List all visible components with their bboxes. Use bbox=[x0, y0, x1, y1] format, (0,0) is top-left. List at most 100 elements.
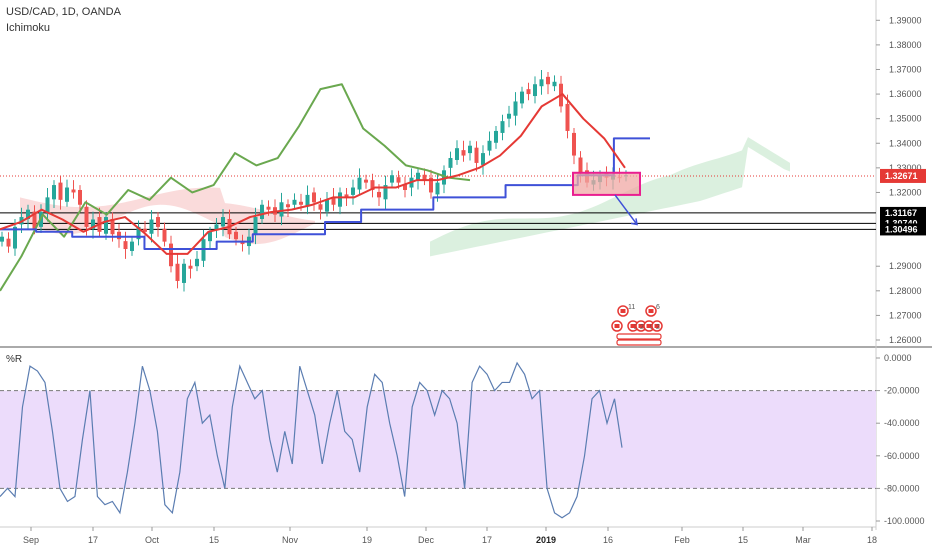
projection-arrow bbox=[614, 194, 638, 225]
time-tick-label: 16 bbox=[603, 535, 613, 545]
candle-body bbox=[299, 201, 303, 205]
time-tick-label: 15 bbox=[209, 535, 219, 545]
time-tick-label: 17 bbox=[88, 535, 98, 545]
price-tick-label: 1.36000 bbox=[889, 89, 922, 99]
candle-body bbox=[370, 180, 375, 190]
candle-body bbox=[312, 192, 316, 203]
candle-body bbox=[26, 209, 30, 220]
price-tick-label: 1.33000 bbox=[889, 163, 922, 173]
candle-body bbox=[149, 219, 154, 234]
candle-body bbox=[448, 158, 453, 168]
candle-body bbox=[260, 204, 264, 220]
candle-body bbox=[487, 140, 492, 151]
candle-body bbox=[84, 206, 89, 227]
tenkan-conversion-line bbox=[0, 93, 626, 255]
candle-body bbox=[0, 236, 4, 242]
candle-body bbox=[539, 79, 544, 87]
time-tick-label: Nov bbox=[282, 535, 299, 545]
candle-body bbox=[377, 191, 381, 198]
time-tick-label: Mar bbox=[795, 535, 811, 545]
ichimoku-cloud bbox=[20, 137, 790, 257]
candle-body bbox=[78, 189, 82, 205]
price-tick-label: 1.28000 bbox=[889, 286, 922, 296]
level-price-label: 1.30740 bbox=[885, 218, 918, 228]
candle-body bbox=[507, 113, 511, 119]
candle-body bbox=[195, 258, 199, 267]
event-flag-stack bbox=[616, 339, 662, 346]
candle-body bbox=[416, 172, 420, 180]
price-tick-label: 1.39000 bbox=[889, 15, 922, 25]
event-flag-mark bbox=[620, 309, 626, 313]
candle-body bbox=[130, 241, 134, 251]
indicator-label[interactable]: Ichimoku bbox=[6, 22, 51, 34]
candle-body bbox=[162, 228, 167, 242]
price-tick-label: 1.26000 bbox=[889, 335, 922, 345]
time-tick-label: 17 bbox=[482, 535, 492, 545]
candle-body bbox=[32, 211, 37, 230]
symbol-title[interactable]: USD/CAD, 1D, OANDA bbox=[6, 6, 121, 18]
candle-body bbox=[91, 219, 95, 229]
candle-body bbox=[45, 197, 50, 215]
time-tick-label: 19 bbox=[362, 535, 372, 545]
price-tick-label: 1.32000 bbox=[889, 187, 922, 197]
candle-body bbox=[156, 217, 160, 227]
kijun-base-line bbox=[0, 137, 650, 251]
candle-body bbox=[305, 194, 310, 207]
price-tick-label: 1.37000 bbox=[889, 64, 922, 74]
candle-body bbox=[455, 148, 459, 160]
candle-body bbox=[188, 265, 193, 269]
candle-body bbox=[338, 192, 342, 207]
oscillator-label[interactable]: %R bbox=[6, 354, 23, 365]
candle-body bbox=[344, 194, 349, 198]
level-price-label: 1.30496 bbox=[885, 224, 918, 234]
event-flag-mark bbox=[654, 324, 660, 328]
time-axis: Sep 17 Oct 15 Nov 19 Dec 17 2019 16 Feb 15 Mar 18 bbox=[23, 527, 877, 545]
annotations bbox=[572, 171, 641, 226]
williams-r-line bbox=[0, 361, 623, 519]
candle-body bbox=[481, 153, 485, 165]
candle-body bbox=[520, 91, 524, 104]
candle-body bbox=[403, 184, 407, 190]
candle-body bbox=[331, 197, 336, 205]
candle-body bbox=[182, 263, 186, 283]
candle-body bbox=[286, 204, 290, 208]
price-tick-label: 1.27000 bbox=[889, 310, 922, 320]
candle-body bbox=[266, 206, 271, 210]
candle-body bbox=[123, 241, 128, 250]
event-count: 11 bbox=[628, 304, 635, 311]
candle-body bbox=[474, 147, 479, 163]
price-tick-label: 1.38000 bbox=[889, 40, 922, 50]
candle-body bbox=[279, 202, 284, 217]
candle-body bbox=[351, 187, 355, 195]
event-flag-mark bbox=[630, 324, 636, 328]
candle-body bbox=[390, 175, 394, 183]
candle-body bbox=[468, 145, 472, 154]
candle-body bbox=[292, 199, 297, 205]
candle-body bbox=[136, 226, 141, 240]
candle-body bbox=[513, 101, 518, 116]
bullish-cloud bbox=[430, 137, 790, 257]
candle-body bbox=[208, 231, 212, 242]
osc-tick-label: -80.0000 bbox=[884, 483, 920, 493]
candle-body bbox=[533, 84, 537, 97]
candle-body bbox=[175, 263, 180, 281]
candle-body bbox=[71, 189, 76, 193]
candle-body bbox=[13, 226, 17, 249]
candle-body bbox=[65, 187, 69, 202]
candle-body bbox=[234, 231, 238, 240]
arrow-head bbox=[630, 218, 638, 226]
candle-body bbox=[318, 204, 323, 210]
candle-body bbox=[572, 132, 576, 156]
candle-body bbox=[422, 174, 427, 181]
candle-body bbox=[435, 182, 440, 195]
candle-body bbox=[578, 157, 583, 173]
price-tick-label: 1.29000 bbox=[889, 261, 922, 271]
bearish-cloud bbox=[20, 187, 315, 245]
candle-body bbox=[500, 121, 505, 133]
candle-body bbox=[526, 89, 531, 95]
time-tick-label: Feb bbox=[674, 535, 690, 545]
candle-body bbox=[461, 150, 466, 156]
candle-body bbox=[58, 182, 63, 200]
time-tick-label: Sep bbox=[23, 535, 39, 545]
